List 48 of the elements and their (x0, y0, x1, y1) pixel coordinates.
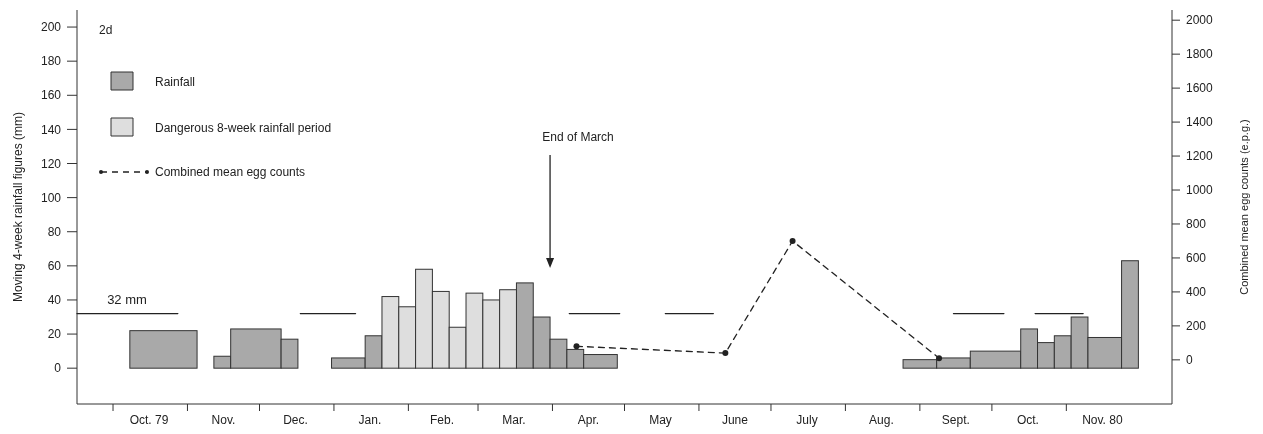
y2-tick-label: 1800 (1186, 47, 1214, 62)
point (573, 343, 580, 350)
y2-tick-label: 400 (1186, 285, 1207, 300)
y-tick-label: 100 (40, 190, 62, 205)
x-tick-label: Dec. (283, 413, 308, 427)
y-tick-label: 180 (40, 54, 62, 69)
y-tick-label: 140 (40, 122, 62, 137)
x-tick-label: Apr. (577, 413, 600, 427)
y2-tick-label: 200 (1186, 319, 1207, 334)
point (722, 350, 729, 357)
y2-tick-label: 2000 (1186, 13, 1214, 28)
legend-label: Dangerous 8-week rainfall period (155, 121, 332, 136)
y-axis-title: Moving 4-week rainfall figures (mm) (11, 111, 25, 303)
x-tick-label: July (796, 413, 818, 427)
point (936, 355, 943, 362)
y2-tick-label: 1600 (1186, 81, 1214, 96)
y2-tick-label: 1200 (1186, 149, 1214, 164)
x-tick-label: Jan. (358, 413, 382, 427)
x-tick-label: Mar. (502, 413, 526, 427)
point (789, 237, 796, 244)
y2-tick-label: 600 (1186, 251, 1207, 266)
y-tick-label: 60 (47, 259, 62, 274)
ref-line-label: End of March (542, 130, 614, 144)
x-tick-label: Nov. (211, 413, 236, 427)
y2-axis-title: Combined mean egg counts (e.p.g.) (1238, 119, 1250, 295)
x-tick-label: May (649, 413, 672, 427)
annotation: 2d (99, 23, 113, 37)
x-tick-label: Oct. (1016, 413, 1039, 427)
x-tick-label: Aug. (869, 413, 894, 427)
y-tick-label: 200 (40, 20, 62, 35)
x-tick-label: Feb. (429, 413, 455, 427)
y-tick-label: 160 (40, 88, 62, 103)
legend-label: Combined mean egg counts (155, 165, 306, 180)
legend-label: Rainfall (155, 75, 196, 90)
y-tick-label: 120 (40, 156, 62, 171)
x-tick-label: Oct. 79 (129, 413, 169, 427)
y2-tick-label: 1000 (1186, 183, 1214, 198)
series-label: 32 mm (107, 291, 147, 307)
x-tick-label: June (721, 413, 749, 427)
y2-tick-label: 800 (1186, 217, 1207, 232)
y-tick-label: 0 (54, 361, 62, 376)
y-tick-label: 20 (47, 327, 62, 342)
y-tick-label: 80 (47, 224, 62, 239)
y2-tick-label: 0 (1186, 353, 1193, 368)
x-tick-label: Nov. 80 (1082, 413, 1123, 427)
y2-tick-label: 1400 (1186, 115, 1214, 130)
y-tick-label: 40 (47, 293, 62, 308)
x-tick-label: Sept. (941, 413, 970, 427)
